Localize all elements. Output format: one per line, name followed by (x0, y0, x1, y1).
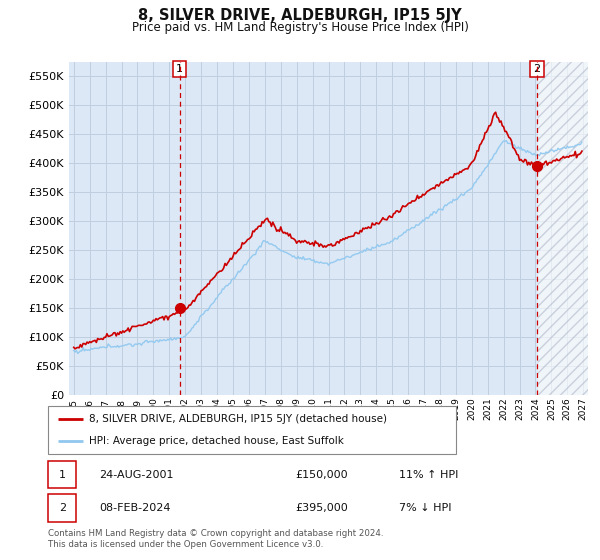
Text: Contains HM Land Registry data © Crown copyright and database right 2024.
This d: Contains HM Land Registry data © Crown c… (48, 529, 383, 549)
Text: 7% ↓ HPI: 7% ↓ HPI (399, 503, 451, 513)
Text: 1: 1 (59, 470, 65, 479)
Text: 8, SILVER DRIVE, ALDEBURGH, IP15 5JY: 8, SILVER DRIVE, ALDEBURGH, IP15 5JY (138, 8, 462, 24)
Bar (538, 62, 588, 395)
Text: 1: 1 (176, 64, 183, 74)
Text: 24-AUG-2001: 24-AUG-2001 (100, 470, 174, 479)
Text: 2: 2 (533, 64, 541, 74)
Text: 8, SILVER DRIVE, ALDEBURGH, IP15 5JY (detached house): 8, SILVER DRIVE, ALDEBURGH, IP15 5JY (de… (89, 414, 387, 424)
Text: 08-FEB-2024: 08-FEB-2024 (100, 503, 171, 513)
Bar (48, 461, 76, 488)
Text: £395,000: £395,000 (296, 503, 349, 513)
Text: Price paid vs. HM Land Registry's House Price Index (HPI): Price paid vs. HM Land Registry's House … (131, 21, 469, 34)
Bar (48, 494, 76, 522)
Text: £150,000: £150,000 (296, 470, 349, 479)
Text: 11% ↑ HPI: 11% ↑ HPI (399, 470, 458, 479)
Text: 2: 2 (59, 503, 66, 513)
Bar (538, 62, 588, 395)
Text: HPI: Average price, detached house, East Suffolk: HPI: Average price, detached house, East… (89, 436, 344, 446)
